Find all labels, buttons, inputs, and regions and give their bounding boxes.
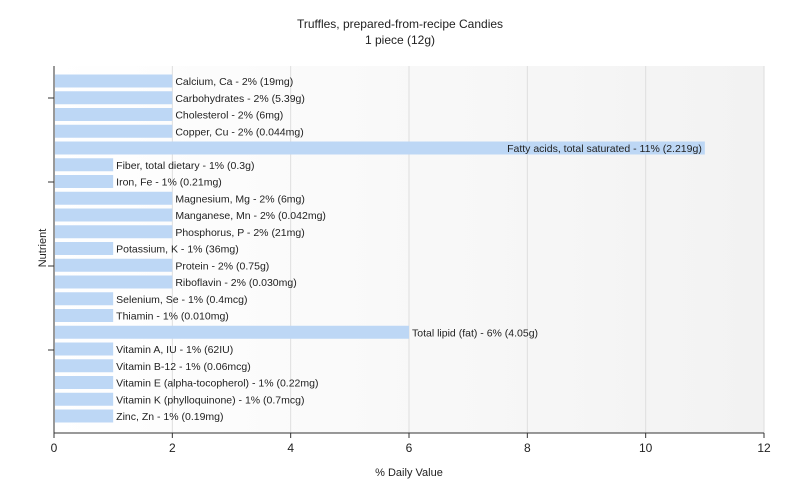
bar-label: Total lipid (fat) - 6% (4.05g) (412, 327, 538, 339)
x-tick-label: 8 (524, 441, 531, 455)
x-axis-title: % Daily Value (375, 467, 443, 479)
bar (55, 91, 173, 105)
bar (55, 108, 173, 121)
x-tick-label: 6 (406, 441, 413, 455)
bar-label: Vitamin K (phylloquinone) - 1% (0.7mcg) (116, 394, 304, 406)
x-tick-label: 2 (169, 441, 176, 455)
bar (55, 225, 173, 239)
bar-label: Selenium, Se - 1% (0.4mcg) (116, 294, 247, 306)
x-tick-label: 4 (287, 441, 294, 455)
bar (55, 376, 114, 389)
bar-label: Copper, Cu - 2% (0.044mg) (175, 126, 303, 138)
bar (55, 124, 173, 138)
x-axis-ticks: 0 2 4 6 8 10 12 (51, 433, 771, 455)
bar (55, 325, 409, 339)
bar-label: Potassium, K - 1% (36mg) (116, 244, 239, 256)
bar (55, 342, 114, 356)
bar (55, 258, 173, 272)
bar (55, 392, 114, 406)
bar (55, 175, 114, 188)
bars: Calcium, Ca - 2% (19mg) Carbohydrates - 2… (55, 74, 705, 423)
bar-label: Manganese, Mn - 2% (0.042mg) (175, 210, 326, 222)
x-tick-label: 12 (757, 441, 771, 455)
chart-title-text: Truffles, prepared-from-recipe Candies (296, 17, 504, 31)
bar-label: Phosphorus, P - 2% (21mg) (175, 227, 304, 239)
bar-label: Thiamin - 1% (0.010mg) (116, 311, 229, 323)
bar (55, 409, 114, 423)
x-tick-label: 0 (51, 441, 58, 455)
chart-subtitle-text: 1 piece (12g) (364, 33, 436, 47)
x-tick-label: 10 (639, 441, 653, 455)
bar-label: Protein - 2% (0.75g) (175, 260, 269, 272)
bar (55, 242, 114, 255)
bar (55, 191, 173, 205)
chart-title: Truffles, prepared-from-recipe Candies 1… (0, 16, 800, 48)
bar-label: Vitamin B-12 - 1% (0.06mcg) (116, 361, 251, 373)
bar-label: Vitamin E (alpha-tocopherol) - 1% (0.22m… (116, 378, 318, 390)
bar-label: Cholesterol - 2% (6mg) (175, 110, 283, 122)
bar (55, 359, 114, 373)
bar (55, 208, 173, 222)
bar (55, 141, 705, 155)
bar-label: Calcium, Ca - 2% (19mg) (175, 76, 293, 88)
bar (55, 74, 173, 88)
bar-label: Vitamin A, IU - 1% (62IU) (116, 344, 233, 356)
bar-label: Riboflavin - 2% (0.030mg) (175, 277, 296, 289)
bar-label: Fiber, total dietary - 1% (0.3g) (116, 160, 254, 172)
bar-label: Fatty acids, total saturated - 11% (2.21… (507, 143, 702, 155)
y-axis-title: Nutrient (37, 229, 49, 268)
bar-label: Carbohydrates - 2% (5.39g) (175, 93, 305, 105)
bar (55, 275, 173, 289)
bar-label: Zinc, Zn - 1% (0.19mg) (116, 411, 223, 423)
bar (55, 158, 114, 172)
bar-label: Iron, Fe - 1% (0.21mg) (116, 177, 222, 189)
bar (55, 309, 114, 322)
bar-label: Magnesium, Mg - 2% (6mg) (175, 193, 305, 205)
bar (55, 292, 114, 306)
